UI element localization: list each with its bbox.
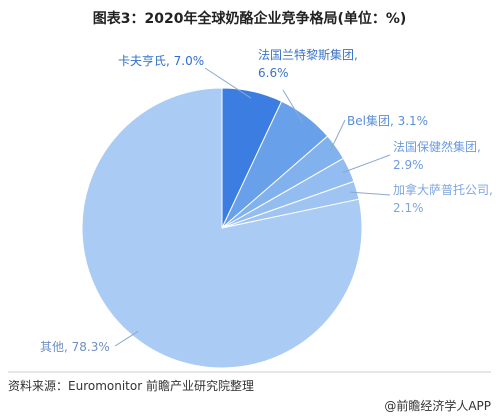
pie-slice xyxy=(81,87,363,369)
footer: @前瞻经济学人APP xyxy=(384,399,491,413)
data-label: 卡夫亨氏, 7.0% xyxy=(118,54,205,68)
leader-line xyxy=(342,154,391,173)
data-label: 其他, 78.3% xyxy=(40,340,110,354)
data-label: Bel集团, 3.1% xyxy=(347,114,429,128)
leader-line xyxy=(350,191,391,196)
data-label: 加拿大萨普托公司, 2.1% xyxy=(393,183,493,215)
leader-line xyxy=(204,67,252,99)
data-label: 法国保健然集团, 2.9% xyxy=(393,140,481,172)
leader-line xyxy=(282,89,303,123)
leader-line xyxy=(329,119,346,152)
source: 资料来源：Euromonitor 前瞻产业研究院整理 xyxy=(8,379,254,393)
chart-title: 图表3：2020年全球奶酪企业竞争格局(单位：%) xyxy=(92,11,407,27)
leader-line xyxy=(114,330,139,347)
data-label: 法国兰特黎斯集团, 6.6% xyxy=(258,48,358,80)
